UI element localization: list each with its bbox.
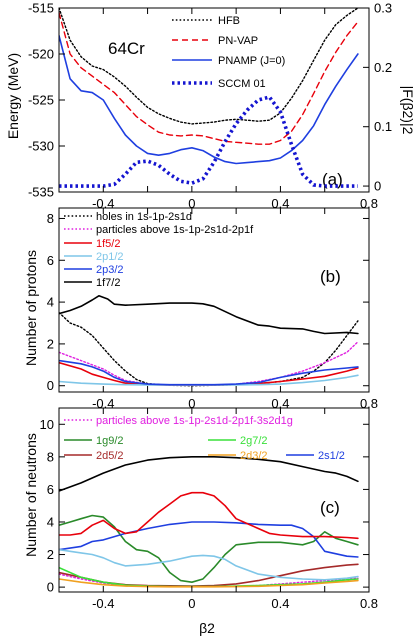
panel-b-xtick-label: 0 [188, 396, 195, 411]
panel-a-ytick-right-label: 0.2 [374, 60, 392, 75]
panel-a-ytick-label: -530 [28, 139, 54, 154]
panel-a-legend-label-2: PNAMP (J=0) [218, 55, 285, 67]
panel-b-ytick-label: 0 [47, 378, 54, 393]
panel-c-series-line-8 [59, 456, 359, 492]
panel-c-ytick-label: 2 [47, 547, 54, 562]
panel-b-legend-label-1: particles above 1s-1p-2s1d-2p1f [96, 224, 254, 236]
panel-c-legend-label-3: 2g7/2 [240, 435, 268, 447]
panel-c-xtick-label: 0.8 [360, 596, 378, 611]
panel-c-legend-label-1: 1g9/2 [96, 435, 124, 447]
panel-a-series-line-2 [59, 34, 359, 165]
panel-c-ytick-label: 0 [47, 580, 54, 595]
panel-b-series-line-4 [59, 359, 359, 386]
panel-a-ytick-right-label: 0.1 [374, 119, 392, 134]
panel-c-legend-label-0: particles above 1s-1p-2s1d-2p1f-3s2d1g [96, 415, 293, 427]
panel-b-legend-label-5: 1f7/2 [96, 277, 120, 289]
panel-a-ytick-label: -515 [28, 1, 54, 16]
panel-b: Number of protons (b) -0.4 0 0.4 0.8 0 2 4 6 8 ho… [23, 207, 378, 411]
panel-a-label: (a) [322, 170, 343, 189]
panel-b-ytick-label: 4 [47, 295, 54, 310]
panel-c-legend-label-4: 2d3/2 [240, 450, 268, 462]
panel-a-series-line-3 [59, 95, 358, 188]
panel-a-series-line-0 [59, 8, 359, 125]
panel-b-ytick-label: 8 [47, 211, 54, 226]
panel-a-legend-label-0: HFB [218, 15, 240, 27]
panel-a-legend-label-1: PN-VAP [218, 35, 258, 47]
panel-b-label: (b) [320, 267, 341, 286]
panel-a-series-line-1 [59, 11, 359, 145]
panel-b-frame [58, 207, 370, 393]
panel-c-series-line-5 [59, 521, 359, 558]
panel-a-ytick-label: -535 [28, 185, 54, 200]
panel-a-ytick-right-label: 0.3 [374, 1, 392, 16]
panel-a-ytick-label: -525 [28, 93, 54, 108]
panel-c-legend-label-2: 2d5/2 [96, 450, 124, 462]
panel-a-ytick-label: -520 [28, 47, 54, 62]
panel-c-xtick-label: 0 [188, 596, 195, 611]
panel-c: Number of neutrons (c) β2 -0.4 0 0.4 0.8 0 2 4… [23, 407, 378, 636]
panel-c-ytick-label: 8 [47, 449, 54, 464]
panel-c-ytick-label: 4 [47, 514, 54, 529]
panel-a-ylabel: Energy (MeV) [5, 53, 21, 139]
panel-a-legend-label-3: SCCM 01 [218, 78, 266, 90]
panel-c-series-line-1 [59, 514, 359, 583]
panel-b-ylabel: Number of protons [23, 250, 39, 366]
panel-b-legend-label-3: 2p1/2 [96, 251, 124, 263]
panel-b-legend-label-0: holes in 1s-1p-2s1d [96, 211, 192, 223]
panel-b-xtick-label: 0.8 [360, 396, 378, 411]
panel-a-xtick-label: 0 [188, 196, 195, 211]
panel-b-legend-label-2: 1f5/2 [96, 238, 120, 250]
panel-a-ylabel-right: |F(β2)|2 [400, 86, 416, 135]
panel-c-xlabel: β2 [199, 620, 215, 636]
panel-c-series-line-4 [59, 578, 359, 588]
panel-c-ytick-label: 10 [40, 417, 54, 432]
panel-b-ytick-label: 2 [47, 336, 54, 351]
panel-a-xtick-label: -0.4 [92, 196, 114, 211]
panel-c-xtick-label: 0.4 [271, 596, 289, 611]
panel-c-ylabel: Number of neutrons [23, 433, 39, 557]
panel-b-xtick-label: -0.4 [92, 396, 114, 411]
panel-b-legend-label-4: 2p3/2 [96, 264, 124, 276]
panel-a-ytick-right-label: 0 [374, 179, 381, 194]
panel-a-xtick-label: 0.4 [271, 196, 289, 211]
panel-a-annotation: 64Cr [108, 39, 145, 58]
panel-a: Energy (MeV) |F(β2)|2 64Cr (a) -0.4 0 0.4 0… [5, 1, 416, 212]
panel-c-xtick-label: -0.4 [92, 596, 114, 611]
panel-c-ytick-label: 6 [47, 482, 54, 497]
panel-c-label: (c) [320, 498, 340, 517]
panel-c-frame [58, 407, 370, 593]
panel-b-xtick-label: 0.4 [271, 396, 289, 411]
panel-c-series-line-7 [59, 548, 359, 581]
panel-b-ytick-label: 6 [47, 253, 54, 268]
panel-c-legend-label-5: 2s1/2 [318, 450, 345, 462]
panel-b-series-line-5 [59, 295, 359, 335]
panel-c-series-line-6 [59, 491, 359, 540]
panel-a-xtick-label: 0.8 [360, 196, 378, 211]
